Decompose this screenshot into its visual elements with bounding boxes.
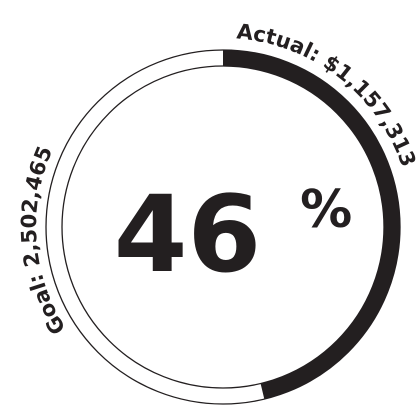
percent-sign: % [300,180,352,240]
percent-number: 46 [114,173,262,296]
percent-value: 46 % [114,173,353,296]
progress-arc [222,50,400,400]
